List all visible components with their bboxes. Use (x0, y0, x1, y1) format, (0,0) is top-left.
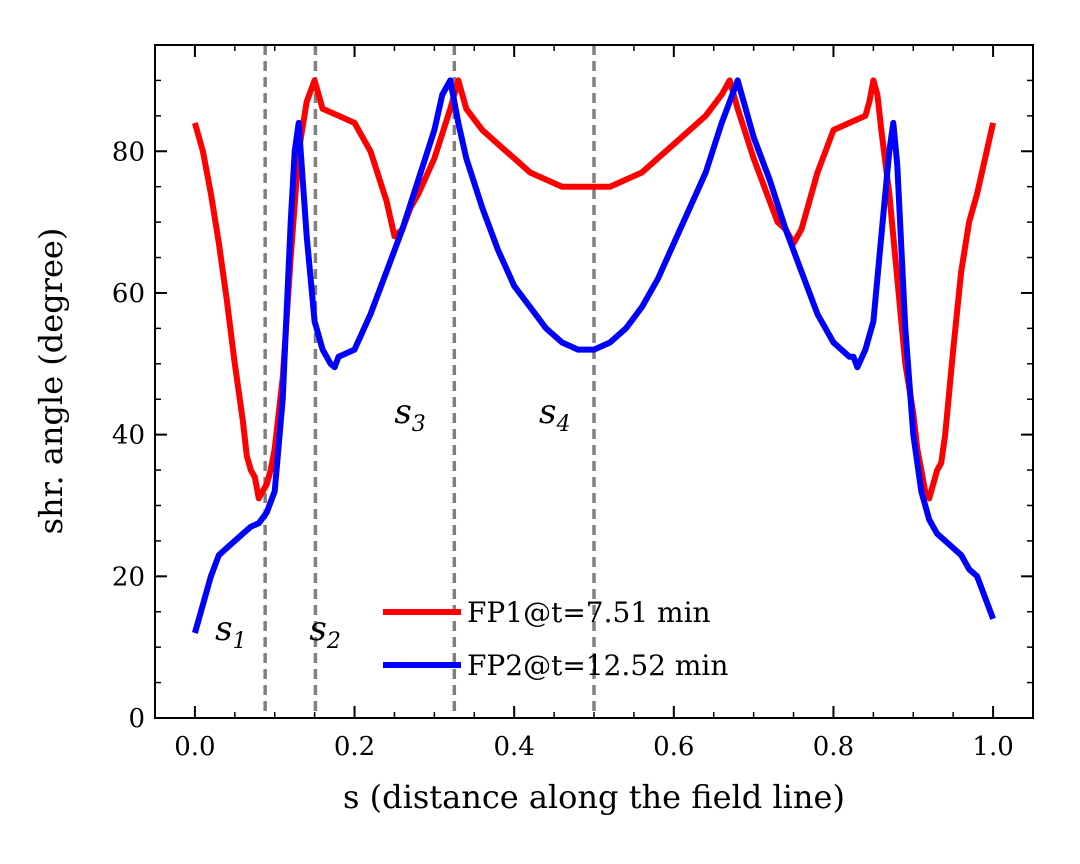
marker-label-s4: s4 (539, 392, 570, 437)
y-tick-label: 60 (112, 279, 145, 309)
x-tick-label: 0.8 (813, 732, 854, 762)
marker-label-s1: s1 (215, 609, 246, 654)
legend-label-fp1: FP1@t=7.51 min (467, 596, 711, 629)
plot-frame (154, 44, 1034, 719)
x-tick-label: 1.0 (972, 732, 1013, 762)
marker-labels: s1 s2 s3 s4 (215, 392, 570, 654)
y-tick-label: 0 (128, 704, 145, 734)
x-tick-label: 0.2 (334, 732, 375, 762)
y-axis-label: shr. angle (degree) (32, 228, 70, 535)
x-axis-label: s (distance along the field line) (343, 778, 845, 816)
legend: FP1@t=7.51 min FP2@t=12.52 min (383, 596, 728, 682)
marker-label-s2: s2 (309, 609, 340, 654)
marker-label-s3: s3 (394, 392, 425, 437)
y-tick-label: 20 (112, 562, 145, 592)
series-lines (192, 77, 997, 634)
legend-label-fp2: FP2@t=12.52 min (467, 649, 728, 682)
x-tick-label: 0.4 (494, 732, 535, 762)
y-tick-label: 80 (112, 137, 145, 167)
y-tick-label: 40 (112, 421, 145, 451)
marker-lines (263, 45, 596, 718)
series-line-fp2 (192, 77, 996, 634)
x-tick-label: 0.6 (653, 732, 694, 762)
x-tick-label: 0.0 (174, 732, 215, 762)
tick-labels: 0.0 0.2 0.4 0.6 0.8 1.0 0 20 40 60 80 (112, 137, 1014, 762)
